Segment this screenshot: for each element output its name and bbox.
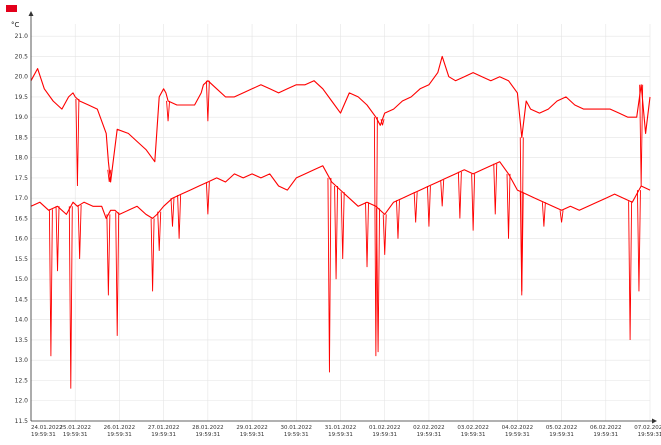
series-2-dip: [77, 204, 82, 259]
y-tick-label: 17.5: [15, 175, 29, 182]
x-tick-time: 19:59:31: [31, 432, 56, 438]
y-tick-label: 15.5: [15, 256, 29, 263]
series-2-dip: [413, 192, 418, 223]
x-tick-time: 19:59:31: [461, 432, 486, 438]
y-tick-label: 16.5: [15, 215, 29, 222]
series-2-dip: [157, 211, 162, 251]
legend-swatch: [6, 5, 17, 12]
x-tick-time: 19:59:31: [372, 432, 397, 438]
x-tick-date: 25.01.2022: [59, 425, 91, 431]
x-tick-time: 19:59:31: [63, 432, 88, 438]
y-tick-label: 13.5: [15, 337, 29, 344]
series-2-dip: [471, 173, 476, 231]
series-2-dip: [106, 214, 111, 296]
x-tick-time: 19:59:31: [107, 432, 132, 438]
series-2-dip: [55, 206, 60, 272]
series-2-dip: [457, 171, 462, 219]
series-2-dip: [340, 192, 345, 259]
x-axis-arrow: [652, 418, 657, 424]
series-2-dip: [559, 210, 564, 223]
x-tick-date: 31.01.2022: [325, 425, 357, 431]
y-tick-label: 14.5: [15, 296, 29, 303]
x-tick-date: 03.02.2022: [457, 425, 489, 431]
series-2-dip: [115, 212, 120, 336]
series-1-dip: [373, 117, 378, 357]
series-1-dip: [166, 100, 171, 122]
series-2-dip: [426, 186, 431, 227]
series-2-dip: [506, 173, 511, 239]
y-tick-label: 18.0: [15, 155, 29, 162]
series-2-dip: [68, 206, 73, 389]
series-2-dip: [382, 214, 387, 255]
x-tick-time: 19:59:31: [151, 432, 176, 438]
series-2-dip: [327, 177, 332, 373]
y-tick-label: 21.0: [15, 33, 29, 40]
grid: [30, 24, 651, 422]
series-2-dip: [493, 163, 498, 215]
y-tick-label: 13.0: [15, 357, 29, 364]
y-axis-arrow: [28, 11, 34, 16]
x-tick-time: 19:59:31: [196, 432, 221, 438]
y-tick-label: 20.5: [15, 53, 29, 60]
x-tick-time: 19:59:31: [593, 432, 618, 438]
x-tick-date: 26.01.2022: [104, 425, 136, 431]
series-2-dip: [205, 181, 210, 215]
series-2-dip: [334, 186, 339, 280]
series-1-dip: [639, 84, 644, 187]
axes: [28, 11, 657, 424]
x-tick-date: 05.02.2022: [546, 425, 578, 431]
y-unit-label: °C: [11, 21, 20, 29]
x-tick-date: 04.02.2022: [502, 425, 534, 431]
x-tick-date: 28.01.2022: [192, 425, 224, 431]
series-2-dip: [170, 198, 175, 227]
x-tick-date: 06.02.2022: [590, 425, 622, 431]
series-2-dip: [177, 195, 182, 239]
x-axis-ticks: 24.01.202219:59:3125.01.202219:59:3126.0…: [31, 425, 661, 438]
y-tick-label: 20.0: [15, 74, 29, 81]
series-2-dip: [541, 202, 546, 227]
series-2-dip: [636, 190, 641, 292]
x-tick-time: 19:59:31: [549, 432, 574, 438]
series-line-1: [30, 55, 651, 183]
series-1-dip: [107, 169, 112, 183]
series-1-dip: [75, 98, 80, 187]
y-tick-label: 17.0: [15, 195, 29, 202]
series-2-dip: [48, 209, 53, 357]
series-group: [30, 55, 651, 389]
series-1-dip: [205, 80, 210, 122]
x-tick-time: 19:59:31: [284, 432, 309, 438]
series-2-dip: [628, 201, 633, 340]
y-tick-label: 11.5: [15, 418, 29, 425]
y-axis-ticks: 21.0 20.5 20.0 19.5 19.0 18.5 18.0 17.5 17.0 16.5…: [15, 33, 29, 425]
x-tick-date: 02.02.2022: [413, 425, 445, 431]
x-tick-date: 30.01.2022: [281, 425, 313, 431]
series-1-dip: [380, 119, 385, 126]
x-tick-time: 19:59:31: [240, 432, 265, 438]
x-tick-date: 01.02.2022: [369, 425, 401, 431]
x-tick-date: 27.01.2022: [148, 425, 180, 431]
x-tick-date: 29.01.2022: [236, 425, 268, 431]
series-2-dip: [396, 200, 400, 239]
series-2-dip: [440, 179, 445, 207]
series-line-2: [30, 161, 651, 219]
x-tick-date: 07.02.2022: [634, 425, 661, 431]
x-tick-time: 19:59:31: [417, 432, 442, 438]
x-tick-time: 19:59:31: [505, 432, 530, 438]
y-tick-label: 16.0: [15, 236, 29, 243]
y-tick-label: 19.0: [15, 114, 29, 121]
series-2-dip: [519, 192, 524, 296]
x-tick-time: 19:59:31: [328, 432, 353, 438]
y-tick-label: 18.5: [15, 134, 29, 141]
y-tick-label: 14.0: [15, 317, 29, 324]
series-2-dip: [376, 208, 381, 353]
x-tick-date: 24.01.2022: [31, 425, 63, 431]
y-tick-label: 19.5: [15, 94, 29, 101]
y-tick-label: 15.0: [15, 276, 29, 283]
x-tick-time: 19:59:31: [638, 432, 661, 438]
series-2-dip: [150, 218, 155, 292]
y-tick-label: 12.0: [15, 398, 29, 405]
series-2-dip: [365, 202, 369, 268]
y-tick-label: 12.5: [15, 377, 29, 384]
